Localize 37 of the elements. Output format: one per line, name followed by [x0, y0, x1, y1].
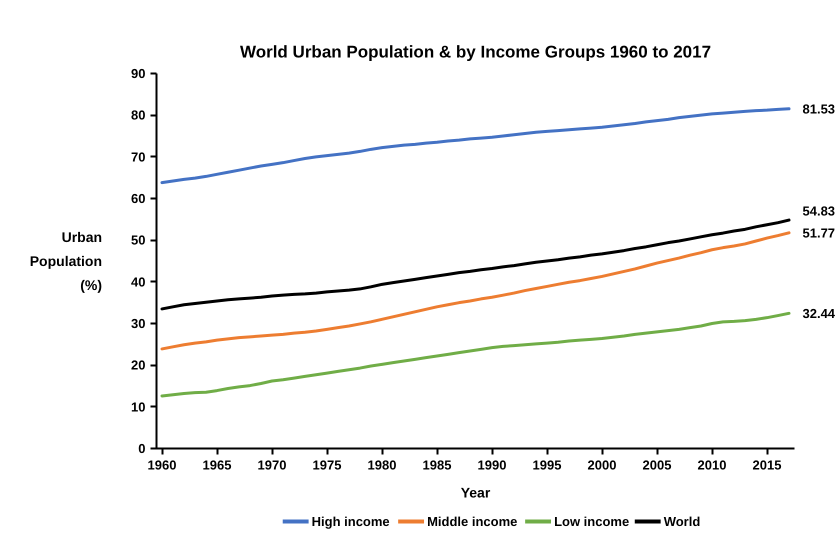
- y-tick-label: 30: [131, 316, 146, 331]
- x-tick-label: 1980: [368, 458, 396, 472]
- data-label: 32.44: [802, 306, 836, 321]
- x-tick-label: 2005: [642, 458, 672, 472]
- y-tick-label: 90: [131, 66, 146, 81]
- line-series: [160, 218, 790, 310]
- legend-label: Middle income: [427, 514, 518, 529]
- y-tick-label: 60: [131, 191, 146, 206]
- legend-label: World: [664, 514, 700, 529]
- x-tick-label: 1975: [312, 458, 342, 472]
- data-label: 81.53: [802, 101, 836, 116]
- y-axis-title: Urban Population (%): [30, 229, 102, 293]
- x-tick-label: 1995: [532, 458, 562, 472]
- y-tick-label: 80: [131, 108, 146, 123]
- y-tick-label: 40: [131, 274, 146, 290]
- chart-title: World Urban Population & by Income Groups 1960 to 2017: [240, 42, 712, 62]
- x-tick-label: 1960: [148, 458, 176, 472]
- data-label: 54.83: [802, 203, 836, 218]
- line-series: [160, 312, 790, 398]
- x-tick-label: 1965: [202, 458, 232, 472]
- legend-label: High income: [312, 514, 390, 529]
- y-tick-label: 20: [131, 358, 146, 373]
- data-label: 51.77: [802, 225, 836, 240]
- x-tick-label: 2000: [588, 458, 616, 472]
- x-axis-title: Year: [460, 484, 491, 500]
- x-tick-label: 2015: [752, 458, 782, 472]
- y-tick-label: 50: [131, 232, 146, 248]
- y-tick-label: 70: [131, 149, 146, 164]
- x-tick-label: 1985: [422, 458, 452, 472]
- y-tick-label: 0: [138, 441, 146, 456]
- legend-label: Low income: [554, 514, 630, 529]
- x-tick-label: 1970: [258, 458, 286, 472]
- y-tick-label: 10: [131, 399, 146, 414]
- x-tick-label: 1990: [478, 458, 506, 472]
- x-tick-label: 2010: [698, 458, 726, 472]
- line-series: [160, 231, 790, 350]
- line-series: [160, 107, 790, 184]
